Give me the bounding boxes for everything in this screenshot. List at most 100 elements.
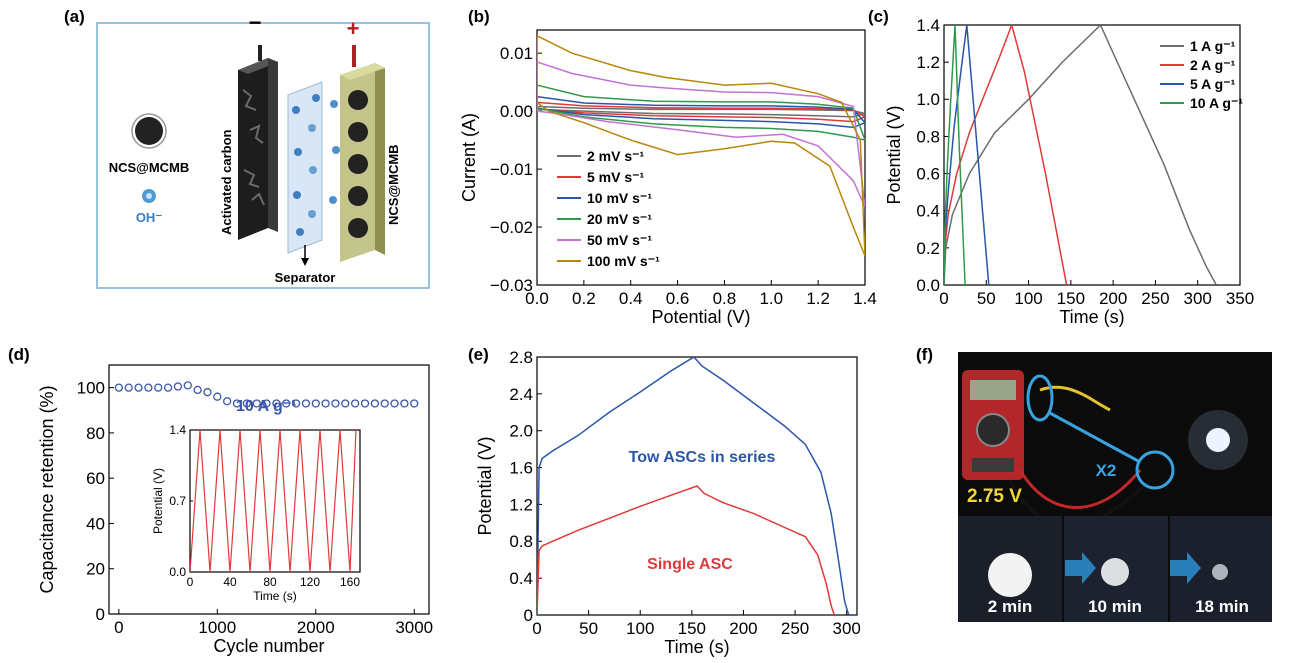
- x-tick-label: 1.2: [806, 289, 830, 308]
- panel-e-label: (e): [468, 345, 489, 364]
- retention-inset-chart: 0 40 80 120 1600.00.71.4Time (s)Potential (V…: [151, 423, 360, 603]
- panel-f-label: (f): [916, 345, 933, 364]
- y-axis-label: Potential (V): [475, 436, 495, 535]
- y-axis-label: Current (A): [459, 113, 479, 202]
- x-tick-label: 250: [781, 619, 809, 638]
- x-tick-label: 3000: [395, 618, 433, 637]
- data-point: [155, 384, 162, 391]
- data-point: [332, 400, 339, 407]
- x-tick-label: 50: [579, 619, 598, 638]
- x-axis-label: Time (s): [1059, 307, 1124, 327]
- minus-sign: −: [249, 10, 262, 35]
- y-tick-label: 1.0: [916, 90, 940, 109]
- panel-a: (a) NCS@MCMB OH⁻ − Activated carbon: [64, 7, 429, 288]
- x-axis-label: Potential (V): [651, 307, 750, 327]
- data-point: [204, 389, 211, 396]
- panel-c-label: (c): [868, 7, 889, 26]
- x-tick-label: 160: [340, 575, 360, 589]
- y-tick-label: −0.03: [490, 276, 533, 295]
- y-tick-label: 0.0: [916, 276, 940, 295]
- data-point: [214, 393, 221, 400]
- data-point: [342, 400, 349, 407]
- data-point: [115, 384, 122, 391]
- series-annotation: Single ASC: [647, 556, 733, 573]
- data-point: [184, 382, 191, 389]
- ncs-electrode-label: NCS@MCMB: [386, 144, 401, 225]
- x-axis-label: Time (s): [664, 637, 729, 657]
- legend-label: 10 mV s⁻¹: [587, 190, 652, 206]
- data-point: [194, 386, 201, 393]
- activated-carbon-electrode: [238, 45, 278, 240]
- y-tick-label: 40: [86, 514, 105, 533]
- panel-d: (d) 0 1000 2000 3000 0 20 40 60 80 100 Cycle numbe…: [8, 345, 433, 656]
- data-point: [352, 400, 359, 407]
- data-point: [302, 400, 309, 407]
- data-point: [381, 400, 388, 407]
- x-tick-label: 100: [626, 619, 654, 638]
- x-tick-label: 100: [1014, 289, 1042, 308]
- data-point: [165, 384, 172, 391]
- y-tick-label: 1.2: [509, 495, 533, 514]
- x-tick-label: 0: [187, 575, 194, 589]
- led-18min: [1212, 564, 1228, 580]
- panel-b-label: (b): [468, 7, 490, 26]
- x-tick-label: 1.4: [853, 289, 877, 308]
- y-tick-label: 0: [96, 605, 105, 624]
- voltage-readout: 2.75 V: [967, 486, 1022, 507]
- y-tick-label: 100: [77, 379, 105, 398]
- y-tick-label: 1.2: [916, 53, 940, 72]
- data-point: [411, 400, 418, 407]
- activated-carbon-label: Activated carbon: [219, 129, 234, 235]
- y-tick-label: 80: [86, 424, 105, 443]
- x-tick-label: 80: [263, 575, 277, 589]
- time-10min: 10 min: [1088, 597, 1142, 616]
- panel-a-label: (a): [64, 7, 85, 26]
- y-tick-label: −0.01: [490, 160, 533, 179]
- y-tick-label: 0.7: [169, 494, 186, 508]
- ncs-particle-icon: [135, 117, 163, 145]
- time-18min: 18 min: [1195, 597, 1249, 616]
- series-annotation: Tow ASCs in series: [629, 449, 776, 466]
- led-2min: [988, 553, 1032, 597]
- x-tick-label: 40: [223, 575, 237, 589]
- y-tick-label: 0.01: [500, 44, 533, 63]
- y-tick-label: 60: [86, 469, 105, 488]
- x-tick-label: 0.6: [666, 289, 690, 308]
- x-tick-label: 120: [300, 575, 320, 589]
- ncs-label: NCS@MCMB: [109, 160, 190, 175]
- legend-label: 50 mV s⁻¹: [587, 232, 652, 248]
- led-bulb-top: [1206, 428, 1230, 452]
- panel-c: (c) 0 50 100 150 200 250 300 350 0.0 0.2 0.4 0.6 0.8…: [868, 7, 1254, 327]
- x-tick-label: 200: [729, 619, 757, 638]
- x-axis-label: Time (s): [253, 589, 297, 603]
- panel-f: (f) X2 2.75 V 2 min 10 min 18 min: [916, 345, 1272, 622]
- ncs-electrode: [340, 45, 385, 262]
- x2-label: X2: [1096, 461, 1117, 480]
- series-line-0: [537, 357, 849, 615]
- y-tick-label: 2.4: [509, 385, 533, 404]
- y-tick-label: 0.4: [509, 569, 533, 588]
- x-tick-label: 350: [1226, 289, 1254, 308]
- series-gcd-chart: 0 50 100 150 200 250 30000.40.81.21.62.02.42.8…: [475, 348, 861, 657]
- x-tick-label: 2000: [297, 618, 335, 637]
- y-tick-label: −0.02: [490, 218, 533, 237]
- data-point: [224, 398, 231, 405]
- x-tick-label: 1000: [198, 618, 236, 637]
- x-tick-label: 300: [1184, 289, 1212, 308]
- legend-label: 20 mV s⁻¹: [587, 211, 652, 227]
- data-point: [145, 384, 152, 391]
- legend-label: 5 A g⁻¹: [1190, 76, 1236, 92]
- series-line-1: [537, 486, 834, 615]
- retention-chart: 0 1000 2000 3000 0 20 40 60 80 100 Cycle number Cap…: [37, 365, 433, 656]
- y-axis-label: Potential (V): [884, 105, 904, 204]
- y-tick-label: 2.0: [509, 422, 533, 441]
- y-tick-label: 1.6: [509, 459, 533, 478]
- y-tick-label: 0.00: [500, 102, 533, 121]
- x-tick-label: 0: [114, 618, 123, 637]
- y-tick-label: 1.4: [916, 16, 940, 35]
- y-tick-label: 0.6: [916, 165, 940, 184]
- x-tick-label: 50: [977, 289, 996, 308]
- series-line-2: [944, 25, 989, 285]
- panel-b: (b) 0.0 0.2 0.4 0.6 0.8 1.0 1.2 1.4 0.01 0.00 −0.0…: [459, 7, 877, 327]
- data-point: [362, 400, 369, 407]
